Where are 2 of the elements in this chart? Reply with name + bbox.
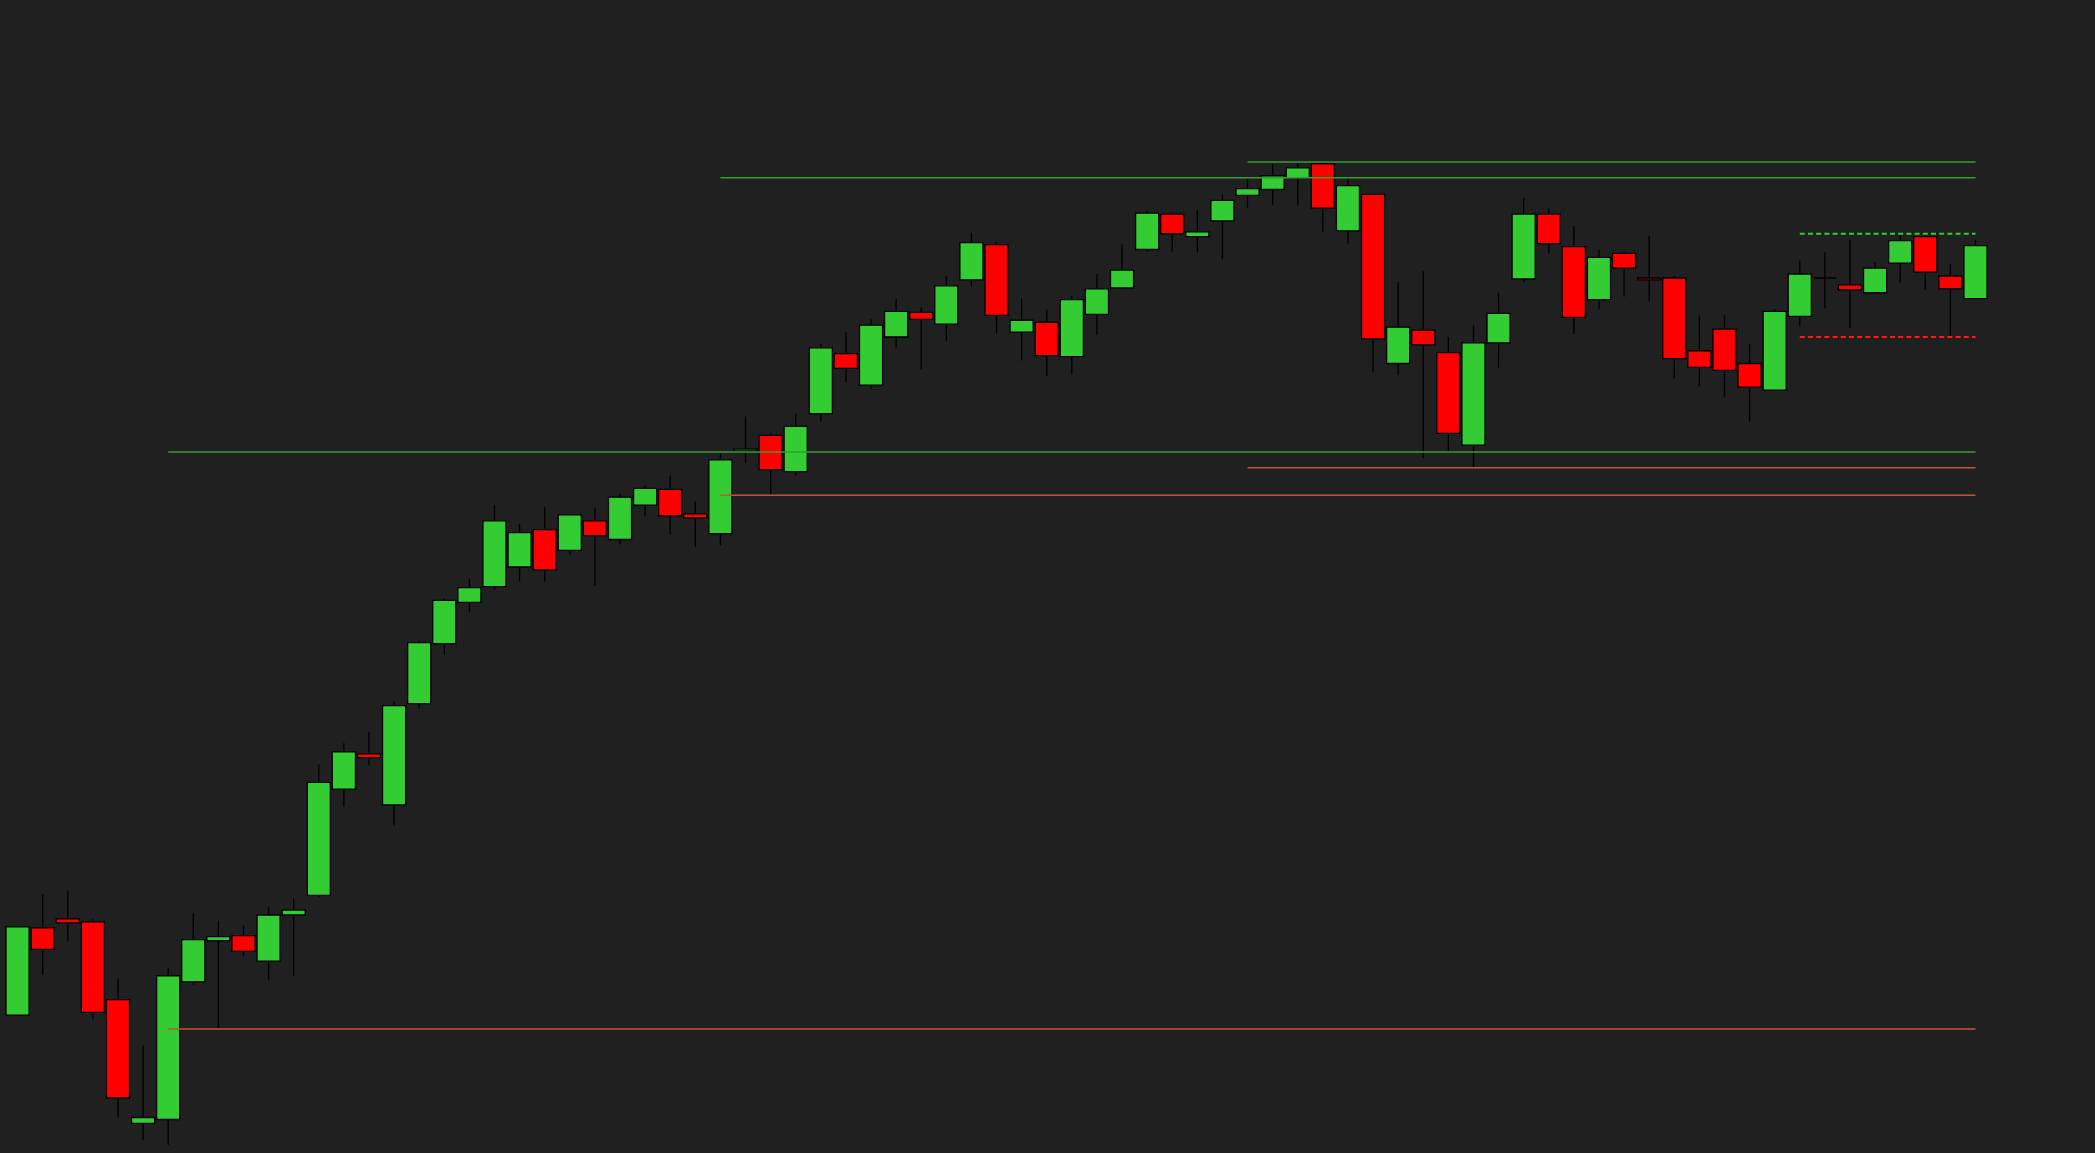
candlestick (1109, 243, 1135, 289)
candlestick (1210, 193, 1235, 260)
